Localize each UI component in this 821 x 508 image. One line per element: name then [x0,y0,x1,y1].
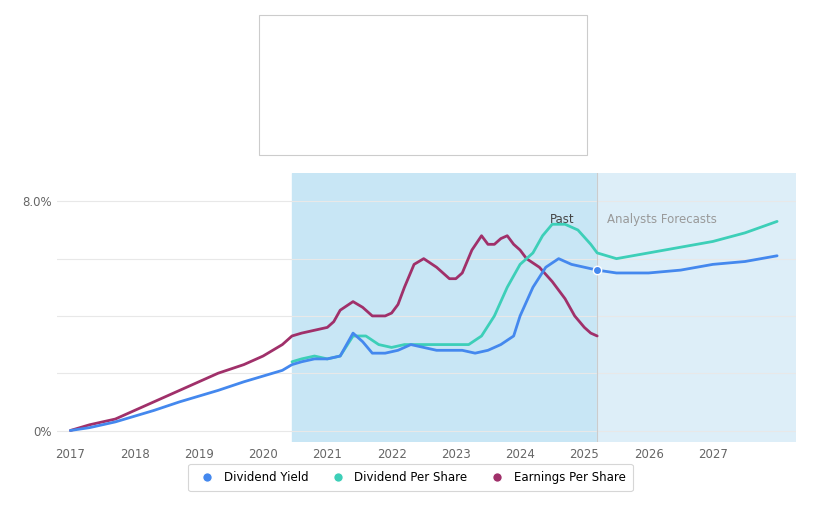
Text: 5.8%: 5.8% [429,69,460,79]
Text: Analysts Forecasts: Analysts Forecasts [607,213,717,226]
Text: No data: No data [429,135,473,145]
Text: Dividend Yield: Dividend Yield [275,69,355,79]
Text: Dividend Per Share: Dividend Per Share [275,103,382,112]
Bar [292,173,597,442]
Text: Mar 11 2025: Mar 11 2025 [278,28,366,41]
FancyBboxPatch shape [259,15,587,155]
Text: Earnings Per Share: Earnings Per Share [275,135,381,145]
Bar [597,173,796,442]
Legend: Dividend Yield, Dividend Per Share, Earnings Per Share: Dividend Yield, Dividend Per Share, Earn… [188,464,633,491]
Text: /yr: /yr [488,103,507,112]
Text: Past: Past [550,213,575,226]
Text: €1.700: €1.700 [429,103,472,112]
Text: /yr: /yr [475,69,494,79]
